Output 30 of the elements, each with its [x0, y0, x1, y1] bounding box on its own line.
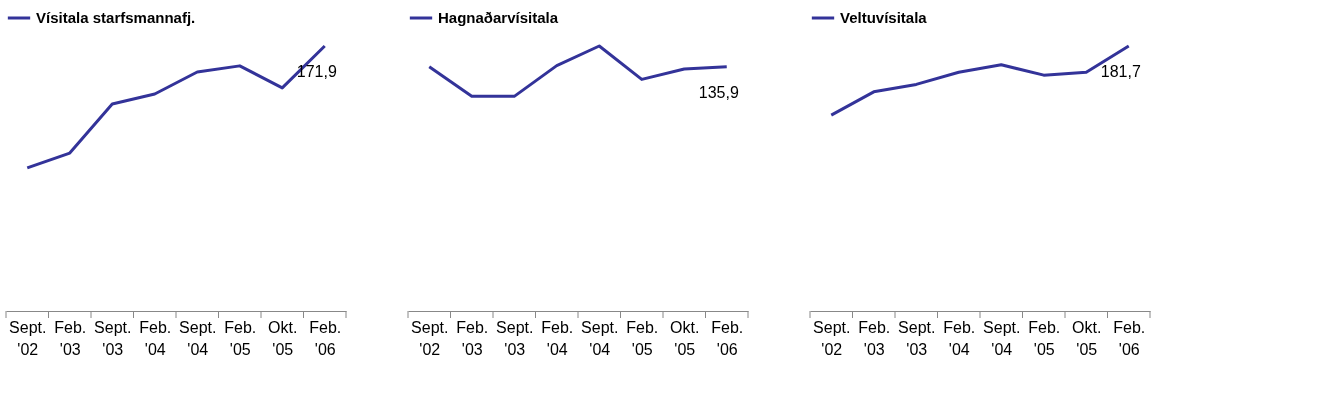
x-tick-label: Okt. '05	[670, 318, 700, 358]
legend-label: Vísitala starfsmannafj.	[36, 9, 196, 26]
x-tick-label: Sept. '03	[94, 318, 132, 358]
x-tick-label: Feb. '04	[943, 318, 976, 358]
annotation: 181,7	[1100, 63, 1141, 80]
annotation: 171,9	[296, 63, 337, 80]
annotation: 135,9	[698, 83, 739, 101]
x-tick-label: Feb. '03	[54, 318, 87, 358]
x-tick-label: Feb. '04	[139, 318, 172, 358]
x-tick-label: Sept. '03	[496, 318, 534, 358]
legend-label: Hagnaðarvísitala	[438, 9, 559, 26]
x-tick-label: Sept. '02	[411, 318, 449, 358]
x-tick-label: Feb. '04	[541, 318, 574, 358]
legend-label: Veltuvísitala	[840, 9, 928, 26]
x-tick-label: Feb. '06	[1113, 318, 1146, 358]
x-tick-label: Sept. '04	[179, 318, 217, 358]
x-tick-label: Feb. '06	[309, 318, 342, 358]
x-tick-label: Feb. '05	[224, 318, 257, 358]
x-tick-label: Sept. '03	[898, 318, 936, 358]
x-tick-label: Feb. '03	[456, 318, 489, 358]
x-tick-label: Feb. '03	[858, 318, 891, 358]
x-tick-label: Okt. '05	[268, 318, 298, 358]
x-tick-label: Sept. '02	[9, 318, 47, 358]
x-tick-label: Feb. '06	[711, 318, 744, 358]
x-tick-label: Feb. '05	[1028, 318, 1061, 358]
x-tick-label: Sept. '04	[581, 318, 619, 358]
x-tick-label: Sept. '02	[813, 318, 851, 358]
x-tick-label: Feb. '05	[626, 318, 659, 358]
x-tick-label: Sept. '04	[983, 318, 1021, 358]
x-tick-label: Okt. '05	[1072, 318, 1102, 358]
